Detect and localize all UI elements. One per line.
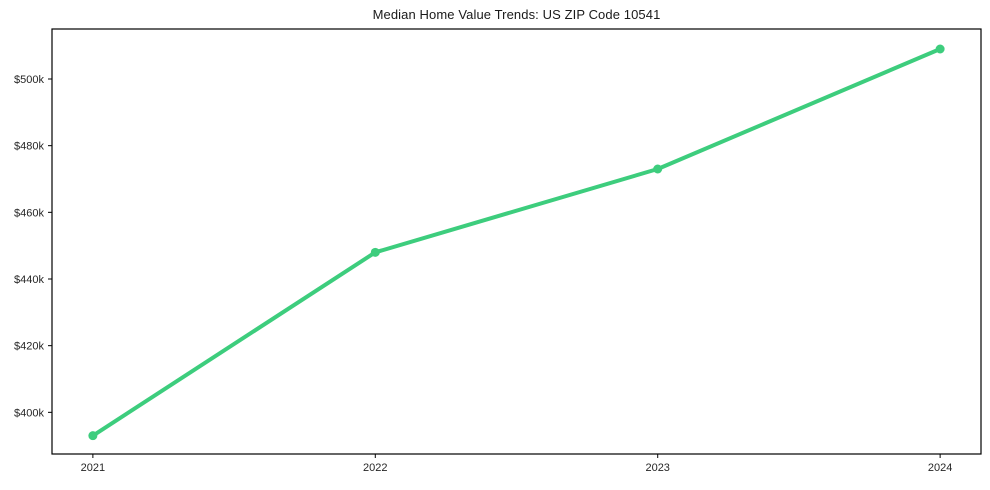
data-point-2023 <box>653 164 663 174</box>
chart-title: Median Home Value Trends: US ZIP Code 10… <box>372 7 661 22</box>
y-tick-label: $400k <box>14 407 44 419</box>
y-tick-label: $500k <box>14 74 44 86</box>
plot-frame <box>51 28 982 455</box>
x-tick-label: 2024 <box>928 462 952 474</box>
y-tick-label: $460k <box>14 207 44 219</box>
y-tick-label: $480k <box>14 141 44 153</box>
y-tick-label: $440k <box>14 274 44 286</box>
data-point-2024 <box>935 44 945 54</box>
x-tick-label: 2023 <box>645 462 669 474</box>
trend-line <box>90 47 943 438</box>
x-tick-label: 2022 <box>363 462 387 474</box>
y-tick-label: $420k <box>14 341 44 353</box>
x-tick-label: 2021 <box>81 462 105 474</box>
data-point-2022 <box>370 247 380 257</box>
data-point-2021 <box>88 431 98 441</box>
